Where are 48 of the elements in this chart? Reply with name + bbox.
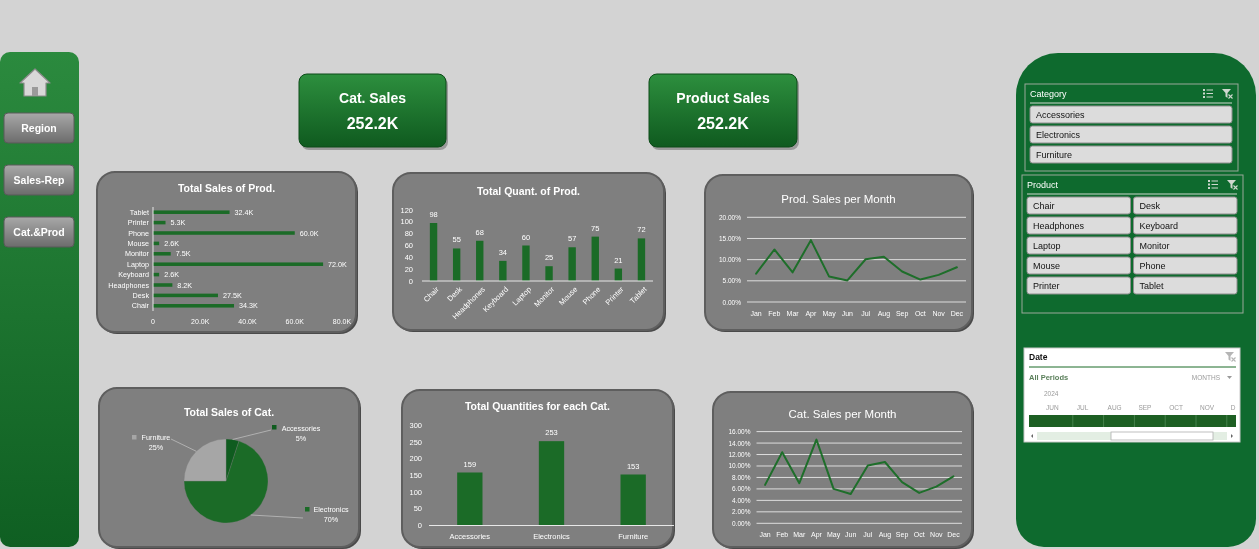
bar — [538, 441, 565, 526]
text: Desk — [1139, 200, 1161, 211]
text: Accessories — [1036, 109, 1086, 120]
text: Cat.&Prod — [13, 226, 65, 238]
text: Phone — [1139, 260, 1166, 271]
chart-title: Total Quantities for each Cat. — [464, 400, 611, 412]
bar — [153, 252, 171, 256]
bar — [591, 236, 599, 281]
bar — [522, 245, 530, 281]
text: Mouse — [1033, 260, 1061, 271]
bar — [153, 262, 324, 266]
text: Headphones — [1033, 220, 1085, 231]
bar — [457, 472, 483, 526]
chart-title: Prod. Sales per Month — [781, 193, 896, 205]
bar — [153, 304, 235, 308]
chart-title: Total Sales of Prod. — [177, 182, 276, 194]
bar — [568, 247, 576, 281]
line-series — [764, 438, 955, 496]
bar — [452, 248, 461, 281]
text: Region — [21, 122, 57, 134]
text: Electronics — [1036, 129, 1081, 140]
text: Laptop — [1033, 240, 1061, 251]
text: Date — [1029, 352, 1048, 362]
bar — [620, 474, 646, 526]
pie-slice — [183, 440, 269, 524]
chart-title: Cat. Sales per Month — [788, 408, 897, 420]
bar — [153, 231, 295, 235]
chart-title: Total Quant. of Prod. — [476, 185, 581, 197]
text: Monitor — [1139, 240, 1170, 251]
line-series — [755, 239, 958, 282]
text: Furniture — [1036, 149, 1073, 160]
text: Keyboard — [1139, 220, 1179, 231]
bar — [429, 223, 438, 281]
text: Total Sales of Cat. — [183, 406, 275, 418]
bar — [499, 260, 507, 281]
bar — [153, 283, 173, 287]
bar — [153, 210, 230, 214]
bar — [476, 240, 484, 281]
text: Chair — [1033, 200, 1055, 211]
text: 252.2K — [346, 114, 399, 132]
text: Product Sales — [676, 90, 770, 106]
text: 252.2K — [697, 114, 750, 132]
bar — [637, 238, 646, 281]
text: Cat. Sales — [339, 90, 407, 106]
text: Category — [1030, 89, 1068, 99]
text: Sales-Rep — [13, 174, 65, 186]
bar — [545, 266, 553, 281]
text: Product — [1027, 180, 1059, 190]
